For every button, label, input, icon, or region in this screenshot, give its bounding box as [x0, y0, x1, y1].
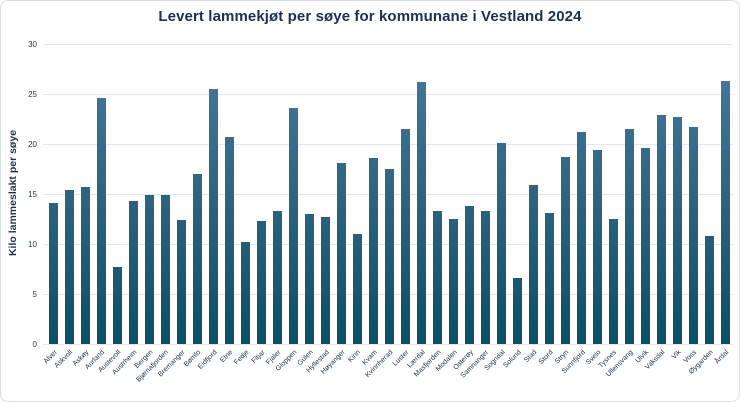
bar	[161, 195, 170, 344]
bar	[529, 185, 538, 344]
bar	[353, 234, 362, 344]
bar	[545, 213, 554, 344]
x-axis-labels: Alver Askvoll Askøy Aurland Austevoll Austrhe…	[42, 347, 733, 401]
gridline	[43, 144, 733, 145]
bar	[417, 82, 426, 344]
x-tick-label: Årdal	[713, 349, 731, 366]
bar	[513, 278, 522, 344]
gridline	[43, 94, 733, 95]
plot-area	[43, 44, 733, 345]
bar	[177, 220, 186, 344]
bar	[257, 221, 266, 344]
bar	[609, 219, 618, 344]
bar	[705, 236, 714, 344]
x-tick-label: Fitjar	[250, 349, 267, 365]
bar	[305, 214, 314, 344]
y-axis-ticks: 0 5 10 15 20 25 30	[1, 40, 37, 349]
bar	[689, 127, 698, 344]
bar	[113, 267, 122, 344]
bar	[49, 203, 58, 344]
y-tick-label: 5	[32, 289, 37, 299]
bar	[129, 201, 138, 344]
y-tick-label: 10	[28, 239, 37, 249]
bar	[289, 108, 298, 344]
bar	[577, 132, 586, 344]
bar	[209, 89, 218, 344]
bar	[321, 217, 330, 344]
bar	[481, 211, 490, 344]
bar	[561, 157, 570, 344]
y-tick-label: 0	[32, 339, 37, 349]
x-tick-label: Vik	[670, 349, 683, 361]
bar	[401, 129, 410, 344]
bar	[65, 190, 74, 344]
x-tick-label: Stord	[537, 349, 555, 366]
x-tick-label: Etne	[219, 349, 235, 365]
bar	[433, 211, 442, 344]
chart-title: Levert lammekjøt per søye for kommunane …	[158, 8, 582, 25]
bar	[97, 98, 106, 344]
x-tick-label: Fedje	[233, 349, 251, 367]
bar	[385, 169, 394, 344]
bar	[273, 211, 282, 344]
y-tick-label: 25	[28, 89, 37, 99]
y-tick-label: 20	[28, 139, 37, 149]
bar	[337, 163, 346, 344]
bar	[241, 242, 250, 344]
bar	[497, 143, 506, 344]
y-tick-label: 30	[28, 39, 37, 49]
bar	[449, 219, 458, 344]
bar	[657, 115, 666, 344]
bar	[193, 174, 202, 344]
bar	[625, 129, 634, 344]
gridline	[43, 344, 733, 345]
bar	[593, 150, 602, 344]
bar	[369, 158, 378, 344]
bar	[641, 148, 650, 344]
bar	[81, 187, 90, 344]
y-tick-label: 15	[28, 189, 37, 199]
bar	[721, 81, 730, 344]
bar	[145, 195, 154, 344]
bar	[673, 117, 682, 344]
gridline	[43, 44, 733, 45]
x-tick-label: Stad	[523, 349, 539, 365]
bar	[465, 206, 474, 344]
bar	[225, 137, 234, 344]
